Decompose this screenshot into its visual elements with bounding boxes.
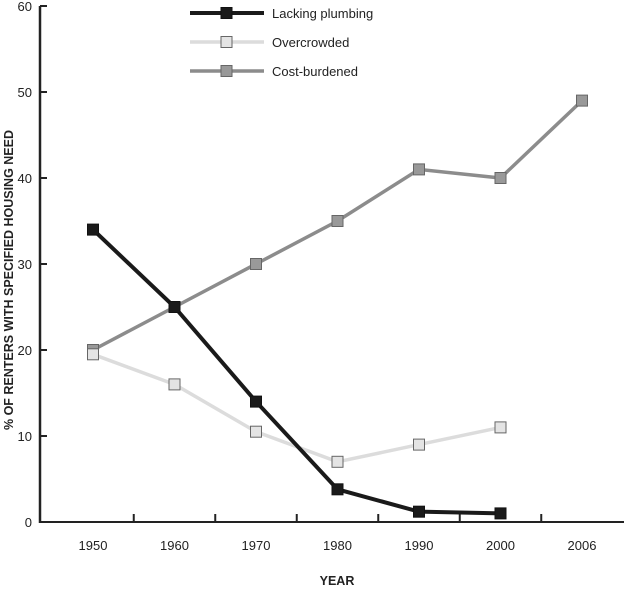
data-point-lacking-plumbing xyxy=(494,507,507,520)
series-line-lacking-plumbing xyxy=(91,228,501,516)
x-tick-label: 2000 xyxy=(486,538,515,553)
legend-label-lacking-plumbing: Lacking plumbing xyxy=(272,6,373,21)
data-point-cost-burdened xyxy=(576,94,588,107)
series-group xyxy=(87,94,588,520)
legend: Lacking plumbing Overcrowded Cost-burdened xyxy=(190,6,373,79)
data-point-lacking-plumbing xyxy=(331,483,344,496)
x-tick-label: 1970 xyxy=(242,538,271,553)
data-point-overcrowded xyxy=(168,378,181,391)
legend-marker-cost-burdened xyxy=(220,65,233,77)
y-tick-label: 60 xyxy=(18,0,32,14)
y-tick-label: 10 xyxy=(18,429,32,444)
data-point-lacking-plumbing xyxy=(413,505,425,518)
data-point-lacking-plumbing xyxy=(250,395,262,408)
data-point-cost-burdened xyxy=(413,163,425,176)
legend-label-overcrowded: Overcrowded xyxy=(272,35,349,50)
data-point-lacking-plumbing xyxy=(168,301,181,313)
x-tick-label: 1950 xyxy=(79,538,108,553)
x-tick-label: 1990 xyxy=(405,538,434,553)
data-point-overcrowded xyxy=(331,455,344,468)
data-point-cost-burdened xyxy=(250,258,262,270)
legend-marker-lacking-plumbing xyxy=(220,7,233,19)
data-point-overcrowded xyxy=(87,348,99,361)
data-point-overcrowded xyxy=(250,425,262,438)
y-tick-label: 20 xyxy=(18,343,32,358)
legend-label-cost-burdened: Cost-burdened xyxy=(272,64,358,79)
data-point-cost-burdened xyxy=(331,215,344,227)
x-tick-label: 1980 xyxy=(323,538,352,553)
y-tick-label: 0 xyxy=(25,515,32,530)
x-tick-label: 2006 xyxy=(568,538,597,553)
data-point-lacking-plumbing xyxy=(87,223,99,236)
y-tick-label: 50 xyxy=(18,85,32,100)
data-point-cost-burdened xyxy=(494,172,507,184)
y-tick-label: 40 xyxy=(18,171,32,186)
legend-marker-overcrowded xyxy=(220,36,233,48)
x-tick-label: 1960 xyxy=(160,538,189,553)
x-axis-label: YEAR xyxy=(320,574,355,588)
axes: 0 10 20 30 40 50 60 1950 1960 1970 1980 1990 2000 200… xyxy=(18,0,624,553)
data-point-overcrowded xyxy=(494,421,507,434)
y-tick-label: 30 xyxy=(18,257,32,272)
data-point-overcrowded xyxy=(413,438,425,451)
y-axis-label: % OF RENTERS WITH SPECIFIED HOUSING NEED xyxy=(2,130,16,430)
